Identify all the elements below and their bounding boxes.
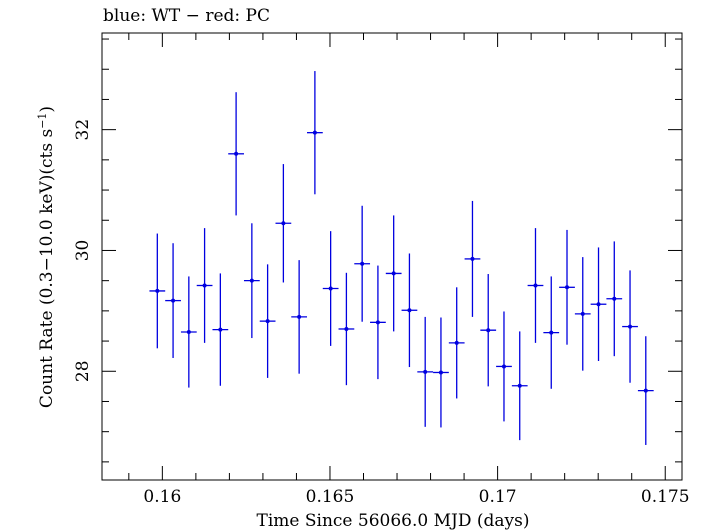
point-marker xyxy=(423,369,428,374)
data-point xyxy=(180,276,197,388)
point-marker xyxy=(344,326,349,331)
data-point xyxy=(322,231,339,346)
point-marker xyxy=(249,278,254,283)
x-axis-label: Time Since 56066.0 MJD (days) xyxy=(257,511,530,531)
point-marker xyxy=(297,314,302,319)
point-marker xyxy=(454,340,459,345)
data-points xyxy=(149,71,654,445)
y-axis: 28 30 32 xyxy=(73,38,682,463)
x-tick-label: 0.165 xyxy=(306,487,355,507)
data-point xyxy=(212,273,229,386)
data-point xyxy=(259,264,276,378)
data-point xyxy=(338,272,355,386)
point-marker xyxy=(565,285,570,290)
point-marker xyxy=(580,311,585,316)
y-tick-label: 32 xyxy=(73,119,93,141)
data-point xyxy=(149,233,166,349)
x-tick-label: 0.17 xyxy=(479,487,517,507)
y-axis-label: Count Rate (0.3−10.0 keV)(cts s−1) xyxy=(36,106,57,408)
data-point xyxy=(291,260,308,374)
point-marker xyxy=(281,221,286,226)
x-tick-label: 0.16 xyxy=(143,487,181,507)
data-point xyxy=(417,316,434,427)
y-axis-label-superscript: −1 xyxy=(36,113,49,129)
point-marker xyxy=(549,330,554,335)
y-tick-label: 30 xyxy=(73,240,93,262)
point-marker xyxy=(438,370,443,375)
point-marker xyxy=(360,261,365,266)
point-marker xyxy=(643,388,648,393)
point-marker xyxy=(517,383,522,388)
data-point xyxy=(496,311,512,422)
point-marker xyxy=(533,283,538,288)
point-marker xyxy=(596,302,601,307)
point-marker xyxy=(375,320,380,325)
data-point xyxy=(433,317,449,428)
data-point xyxy=(527,228,544,343)
data-point xyxy=(228,92,244,216)
point-marker xyxy=(171,298,176,303)
x-axis: 0.16 0.165 0.17 0.175 xyxy=(128,33,690,507)
x-tick-label: 0.175 xyxy=(641,487,690,507)
data-point xyxy=(196,228,213,343)
data-point xyxy=(559,229,575,345)
point-marker xyxy=(155,288,160,293)
data-point xyxy=(243,223,260,339)
point-marker xyxy=(218,327,223,332)
point-marker xyxy=(628,324,633,329)
point-marker xyxy=(186,330,191,335)
point-marker xyxy=(391,271,396,276)
y-axis-label-end: ) xyxy=(37,106,57,113)
point-marker xyxy=(234,151,239,156)
chart-title: blue: WT − red: PC xyxy=(103,6,270,26)
data-point xyxy=(275,164,292,283)
point-marker xyxy=(612,296,617,301)
point-marker xyxy=(470,256,475,261)
data-point xyxy=(354,205,371,322)
data-point xyxy=(606,241,623,357)
point-marker xyxy=(486,328,491,333)
point-marker xyxy=(202,283,207,288)
point-marker xyxy=(312,130,317,135)
data-point xyxy=(637,336,654,445)
plot-frame xyxy=(101,32,683,481)
data-point xyxy=(165,243,181,358)
data-point xyxy=(401,253,418,368)
point-marker xyxy=(328,286,333,291)
point-marker xyxy=(501,364,506,369)
data-point xyxy=(511,331,528,441)
data-point xyxy=(574,257,591,371)
data-point xyxy=(543,276,560,389)
point-marker xyxy=(407,308,412,313)
point-marker xyxy=(265,319,270,324)
data-point xyxy=(590,247,607,362)
data-point xyxy=(385,215,402,332)
y-tick-label: 28 xyxy=(73,360,93,382)
data-point xyxy=(370,265,386,380)
data-point xyxy=(448,287,465,399)
data-point xyxy=(622,270,638,383)
data-point xyxy=(464,200,481,317)
y-axis-label-main: Count Rate (0.3−10.0 keV)(cts s xyxy=(37,129,57,408)
data-point xyxy=(480,274,497,387)
data-point xyxy=(307,71,323,195)
